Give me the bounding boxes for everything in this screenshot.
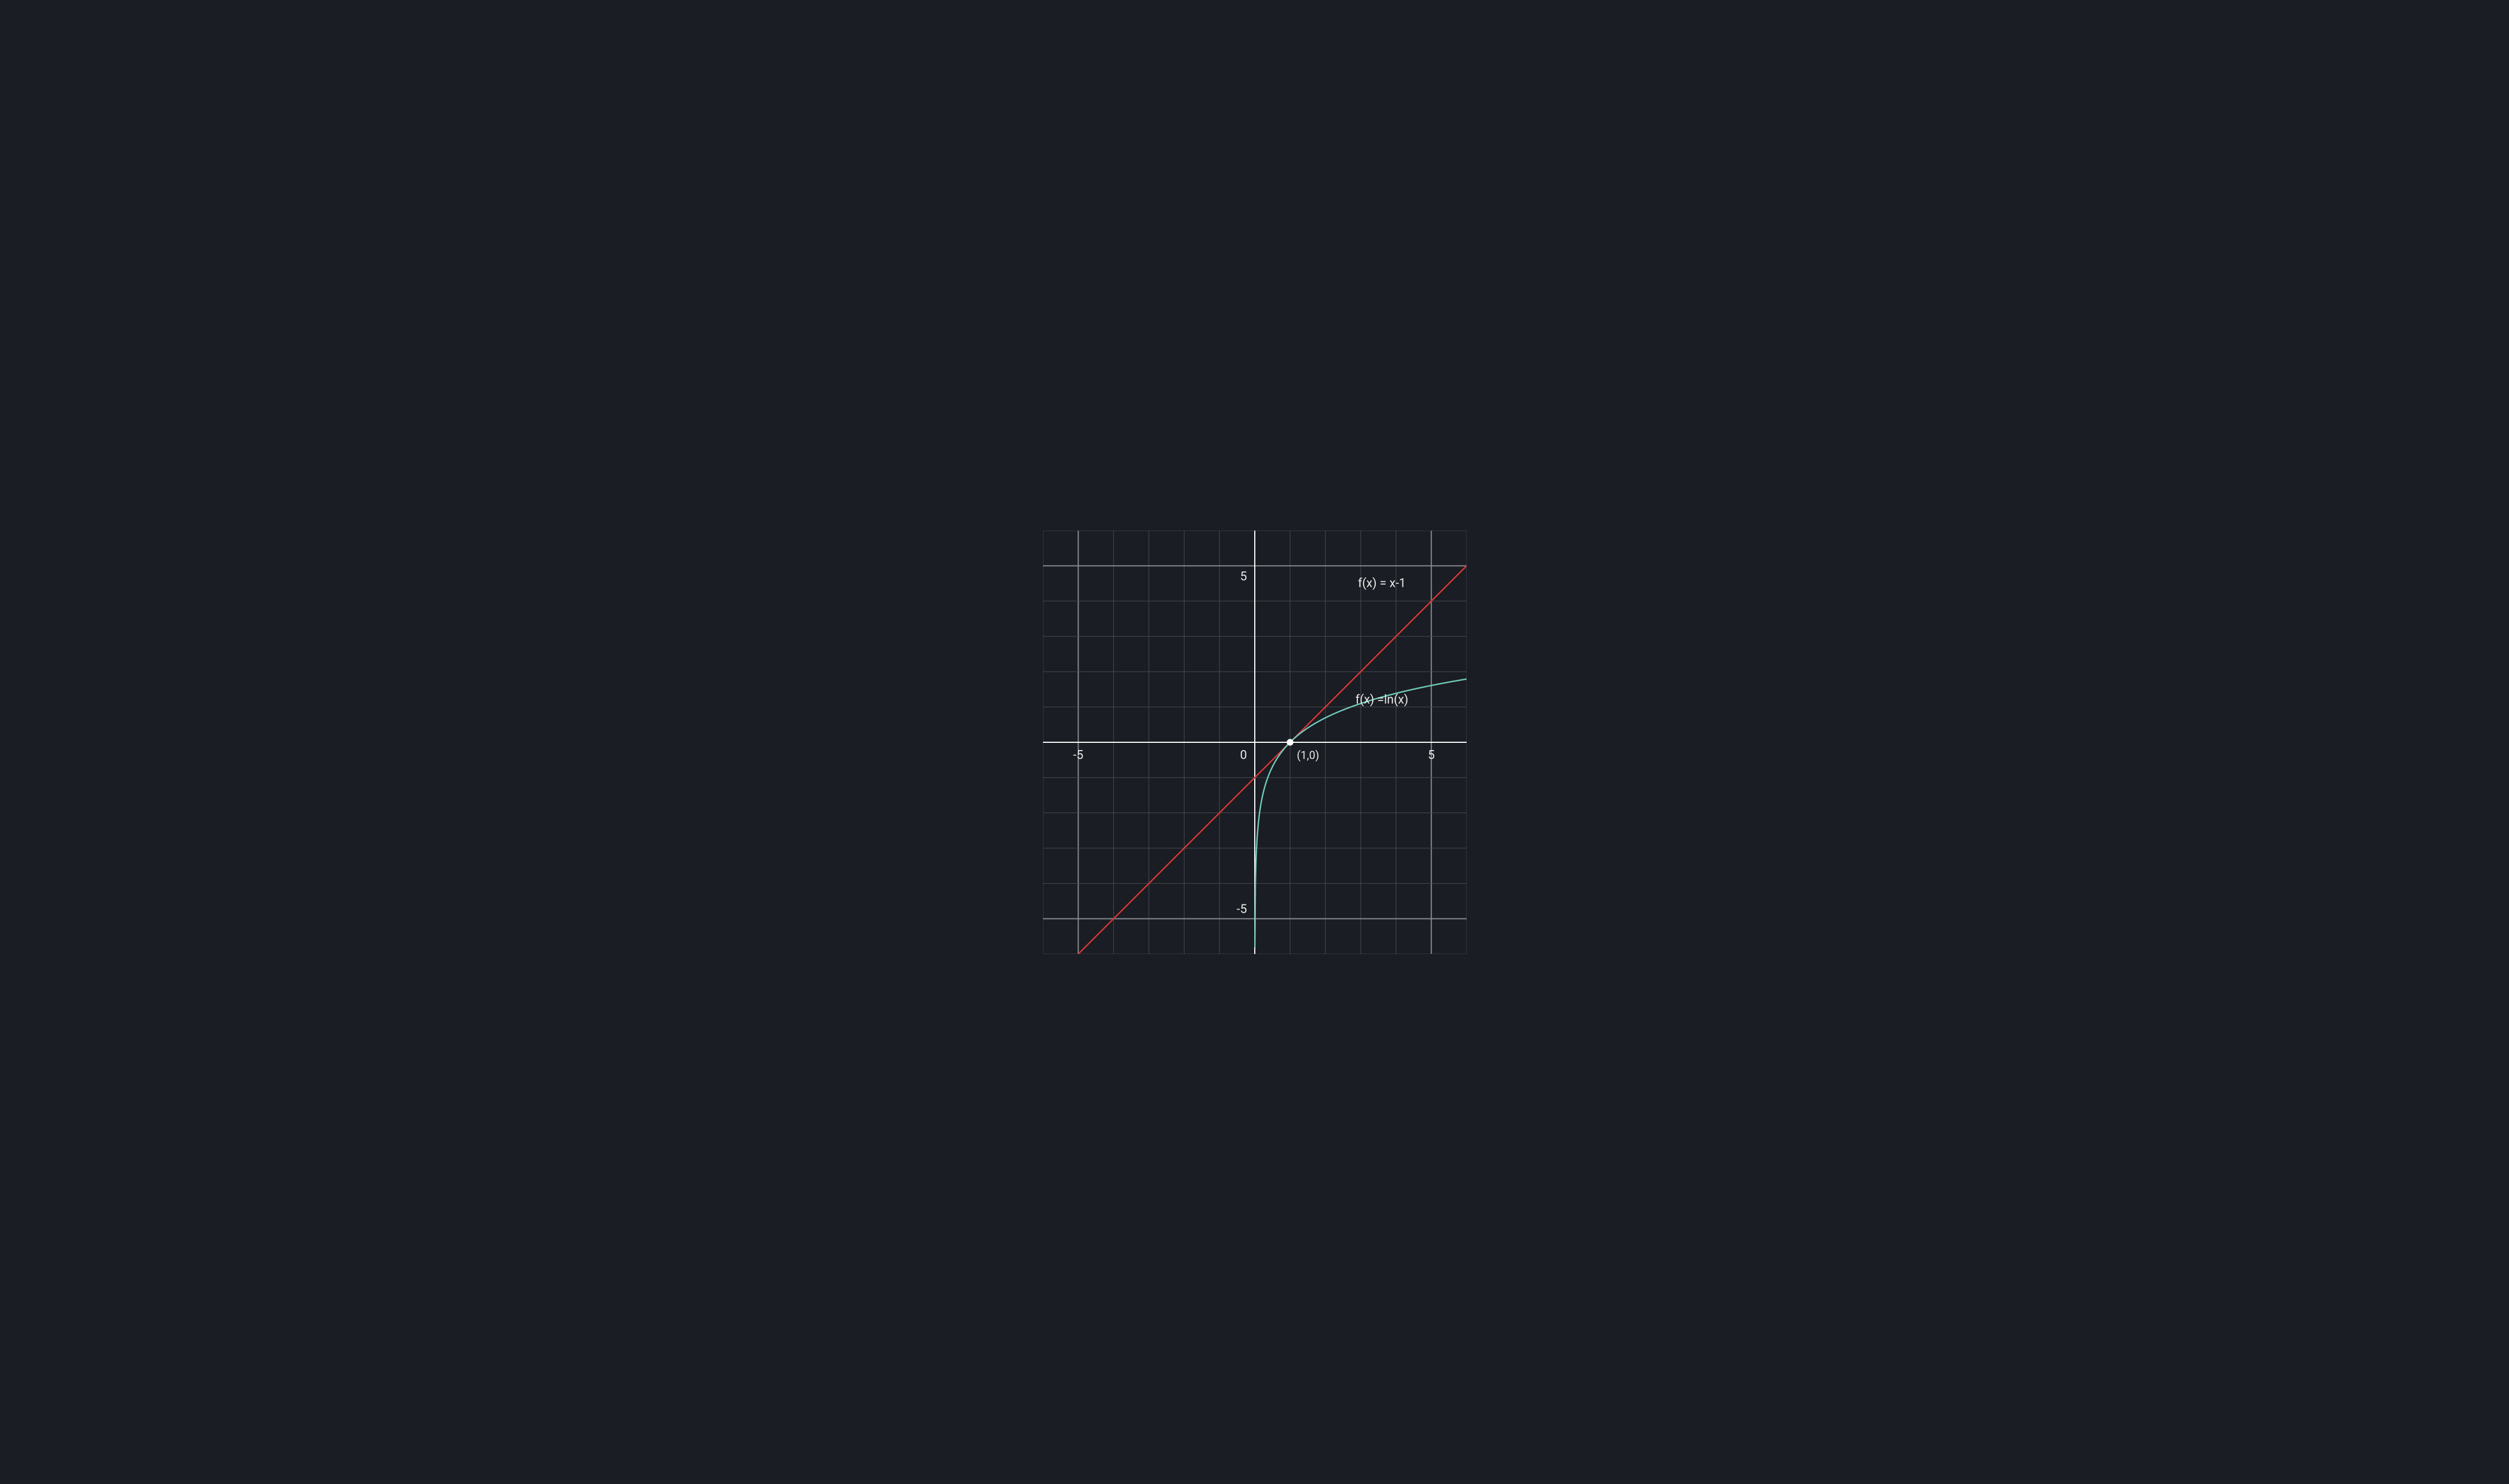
x-tick-label: 0 [1240, 748, 1246, 762]
x-tick-label: -5 [1073, 748, 1083, 762]
series-linear-label: f(x) = x-1 [1357, 576, 1405, 590]
y-tick-label: 5 [1240, 570, 1246, 583]
chart-container: -5 0 5 -5 5 (1,0) f(x) = x-1 f(x) =ln(x) [1043, 531, 1467, 954]
series-log-label: f(x) =ln(x) [1355, 693, 1408, 707]
x-tick-label: 5 [1428, 748, 1434, 762]
point-label: (1,0) [1297, 748, 1319, 762]
function-plot: -5 0 5 -5 5 (1,0) f(x) = x-1 f(x) =ln(x) [1043, 531, 1467, 954]
tangent-point [1287, 739, 1293, 746]
y-tick-label: -5 [1236, 902, 1246, 916]
